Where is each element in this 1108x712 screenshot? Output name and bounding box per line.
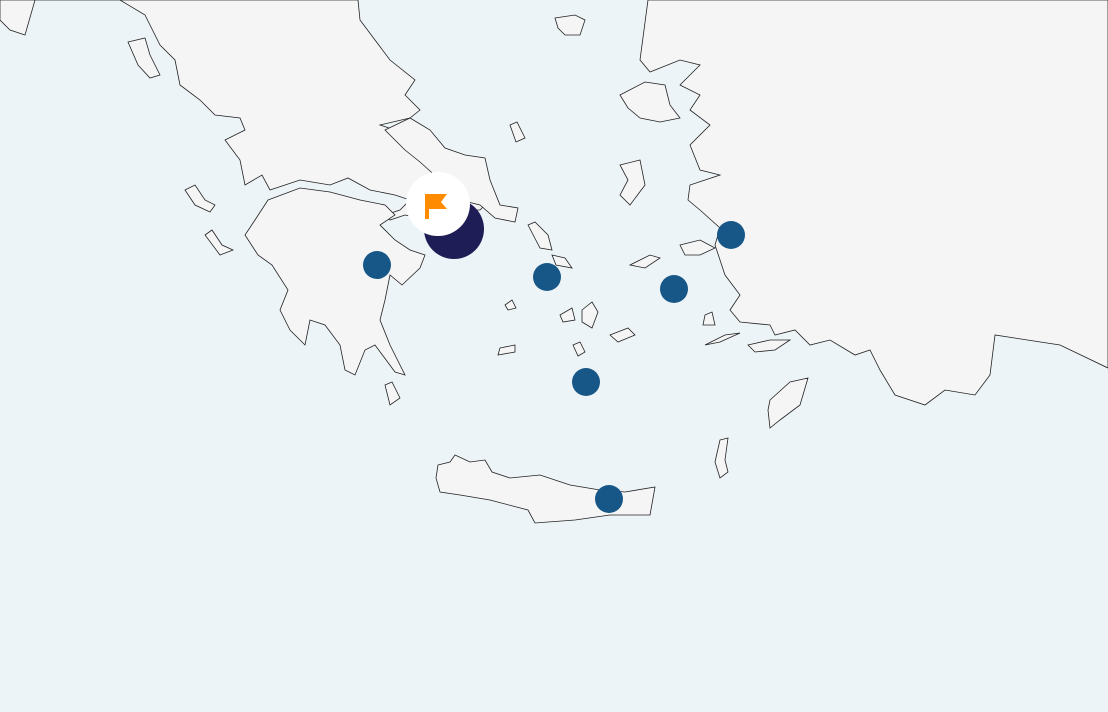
land-peloponnese: [244, 187, 426, 376]
land-naxos: [581, 301, 599, 329]
land-islet-5: [702, 311, 716, 326]
marker-dodecanese[interactable]: [717, 221, 745, 249]
land-kos: [747, 339, 792, 353]
marker-peloponnese[interactable]: [363, 251, 391, 279]
land-chios: [619, 159, 646, 206]
land-islet-6: [704, 332, 741, 346]
land-lefkada: [184, 184, 216, 213]
land-samos: [679, 239, 716, 256]
land-islet-11: [0, 0, 36, 36]
land-milos: [497, 344, 516, 356]
land-islet-10: [509, 121, 526, 143]
land-andros: [527, 221, 553, 251]
land-islet-2: [628, 254, 661, 269]
land-islet-3: [559, 307, 576, 323]
land-corfu: [127, 37, 161, 79]
land-kefalonia: [204, 229, 235, 256]
flag-icon: [425, 194, 447, 219]
land-islet-7: [384, 381, 401, 406]
land-thasos: [554, 14, 586, 36]
land-turkey: [639, 0, 1108, 406]
land-islet-8: [551, 254, 573, 269]
land-islet-1: [609, 327, 636, 343]
selected-marker[interactable]: [406, 172, 470, 236]
marker-crete[interactable]: [595, 485, 623, 513]
land-islet-4: [572, 341, 586, 357]
land-karpathos: [714, 437, 729, 479]
land-rhodes: [767, 377, 809, 429]
marker-cyclades-east[interactable]: [660, 275, 688, 303]
marker-santorini[interactable]: [572, 368, 600, 396]
marker-cyclades-west[interactable]: [533, 263, 561, 291]
land-islet-9: [504, 299, 517, 311]
land-lesbos: [619, 81, 681, 123]
